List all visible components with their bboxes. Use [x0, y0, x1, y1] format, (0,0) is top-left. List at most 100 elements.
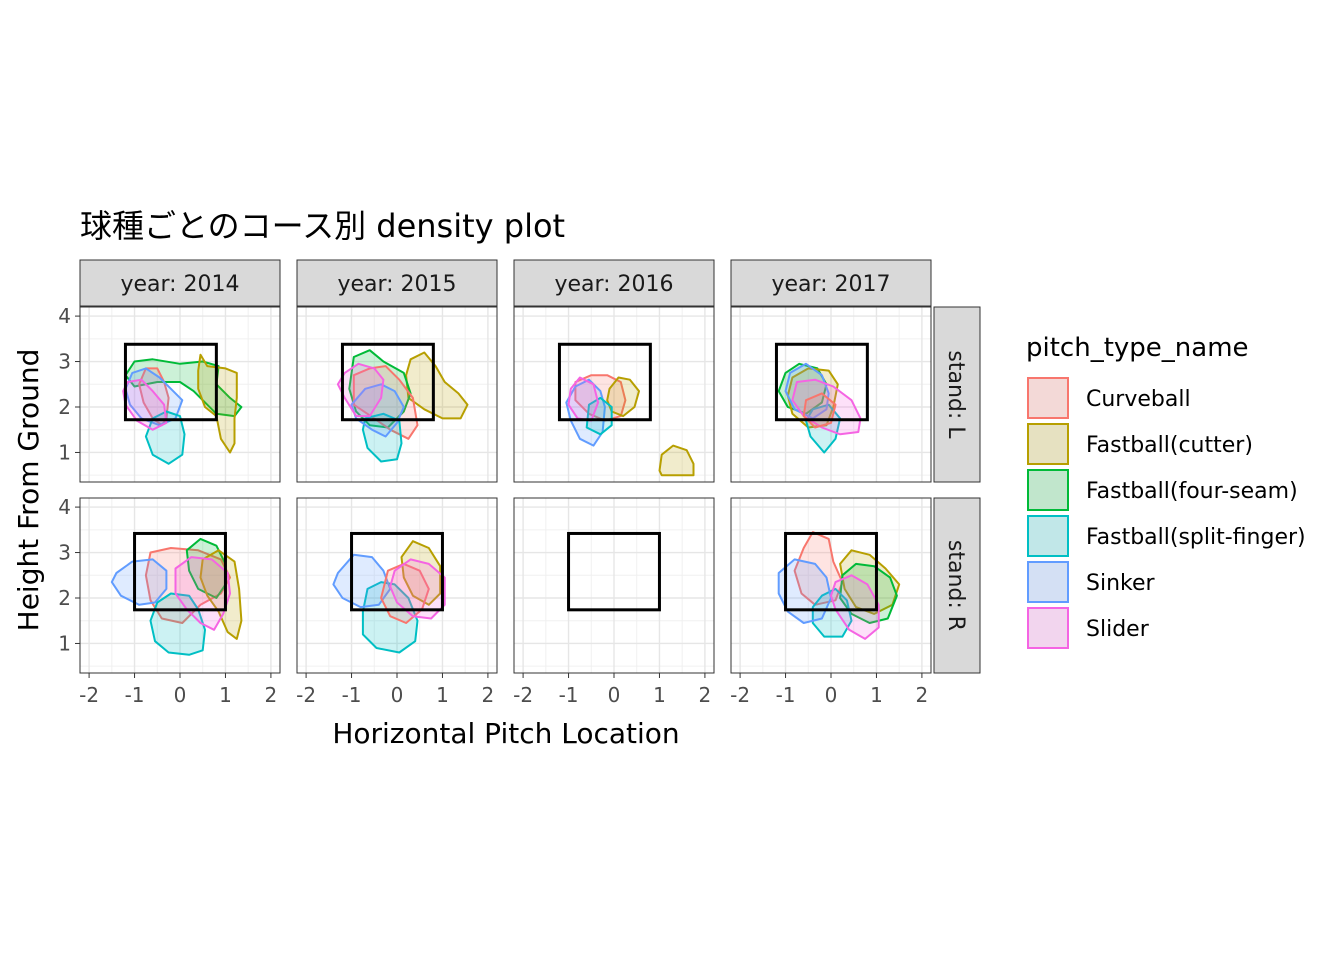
x-tick-label: -2	[513, 683, 533, 707]
contour-group	[122, 353, 243, 465]
legend-item-fastball-cutter: Fastball(cutter)	[1027, 423, 1253, 465]
legend-key-background	[1027, 423, 1069, 465]
chart-title: 球種ごとのコース別 density plot	[80, 207, 565, 245]
density-contour-sinker	[110, 558, 168, 606]
x-tick-label: -2	[730, 683, 750, 707]
legend-key-background	[1027, 607, 1069, 649]
strike-zone	[340, 342, 435, 422]
facet-strip-col-2	[296, 259, 498, 307]
legend-key-background	[1027, 469, 1069, 511]
density-contour-curveball	[138, 367, 170, 427]
density-contour-fastball-cutter	[658, 444, 695, 477]
x-tick-label: -1	[559, 683, 579, 707]
facet-strip-col-label-1: year: 2014	[120, 272, 239, 297]
y-tick-label: 2	[58, 586, 71, 610]
y-tick-label: 2	[58, 395, 71, 419]
facet-strip-col-label-3: year: 2016	[554, 272, 673, 297]
panel-r-3: -2 -1 0 1 2	[513, 497, 715, 707]
density-contour-sinker	[777, 558, 832, 624]
legend-key-background	[1027, 561, 1069, 603]
strike-zone	[784, 531, 878, 612]
facet-strip-row-label-1: stand: L	[943, 350, 968, 439]
legend-item-label: Slider	[1086, 617, 1150, 642]
density-contour-fastball-split-finger	[144, 410, 186, 465]
legend-item-label: Fastball(cutter)	[1086, 433, 1253, 458]
density-contour-slider	[830, 574, 880, 640]
legend-item-fastball-split-finger: Fastball(split-finger)	[1027, 515, 1306, 557]
legend-item-curveball: Curveball	[1027, 377, 1191, 419]
contour-group	[777, 531, 901, 640]
panel-l-2	[296, 306, 498, 483]
density-contour-slider	[567, 376, 600, 422]
legend-key-swatch	[1027, 469, 1069, 511]
density-contour-slider	[389, 558, 446, 620]
contour-group	[565, 374, 695, 477]
facet-strip-row-label-2: stand: R	[943, 540, 968, 631]
facet-strip-col-label-2: year: 2015	[337, 272, 456, 297]
panel-r-1: 1 2 3 4 -2 -1 0 1 2	[58, 495, 281, 707]
panel-border	[79, 306, 281, 483]
panel-r-4: -2 -1 0 1 2	[730, 497, 932, 707]
facet-strip-col-4	[730, 259, 932, 307]
density-contour-fastball-cutter	[405, 351, 469, 420]
x-tick-label: 0	[174, 683, 187, 707]
legend-key-background	[1027, 377, 1069, 419]
y-tick-label: 4	[58, 304, 71, 328]
density-contour-fastball-split-finger	[811, 587, 853, 638]
legend-key-swatch	[1027, 377, 1069, 419]
legend-item-label: Fastball(split-finger)	[1086, 525, 1306, 550]
x-tick-label: 2	[482, 683, 495, 707]
legend-key-swatch	[1027, 515, 1069, 557]
x-tick-label: -2	[79, 683, 99, 707]
contour-group	[110, 537, 243, 656]
panel-border	[730, 306, 932, 483]
y-tick-label: 1	[58, 631, 71, 655]
x-axis-label: Horizontal Pitch Location	[332, 717, 679, 750]
strike-zone	[350, 531, 444, 612]
density-contour-slider	[174, 556, 231, 631]
y-axis-label: Height From Ground	[12, 349, 45, 632]
legend-key-swatch	[1027, 561, 1069, 603]
density-contour-fastball-cutter	[199, 549, 243, 640]
strike-zone	[133, 531, 227, 612]
density-contour-sinker	[332, 553, 392, 609]
facet-strip-col-label-4: year: 2017	[771, 272, 890, 297]
panel-l-3	[513, 306, 715, 483]
legend: pitch_type_name Curveball Fastball(cutter…	[1026, 333, 1306, 649]
facet-strip-row-2	[933, 497, 981, 674]
legend-item-label: Curveball	[1086, 387, 1191, 412]
panel-border	[296, 306, 498, 483]
strike-zone	[123, 342, 218, 422]
x-tick-label: -1	[776, 683, 796, 707]
panel-l-1: 1 2 3 4	[58, 304, 281, 483]
legend-item-label: Fastball(four-seam)	[1086, 479, 1298, 504]
x-tick-label: -1	[125, 683, 145, 707]
strike-zone	[774, 342, 869, 422]
contour-group	[332, 540, 446, 654]
legend-item-fastball-four-seam: Fastball(four-seam)	[1027, 469, 1298, 511]
x-tick-label: 1	[653, 683, 666, 707]
legend-item-sinker: Sinker	[1027, 561, 1156, 603]
facet-strip-col-1	[79, 259, 281, 307]
y-tick-label: 3	[58, 350, 71, 374]
strike-zone	[567, 531, 661, 612]
panel-border	[513, 306, 715, 483]
x-tick-label: 2	[916, 683, 929, 707]
facet-panels: year: 2014 year: 2015 year: 2016 year: 2017…	[58, 259, 981, 707]
x-tick-label: 1	[870, 683, 883, 707]
legend-item-slider: Slider	[1027, 607, 1150, 649]
x-tick-label: 1	[219, 683, 232, 707]
legend-title: pitch_type_name	[1026, 333, 1249, 363]
legend-key-swatch	[1027, 423, 1069, 465]
y-tick-label: 4	[58, 495, 71, 519]
panel-r-2: -2 -1 0 1 2	[296, 497, 498, 707]
x-tick-label: -1	[342, 683, 362, 707]
legend-key-swatch	[1027, 607, 1069, 649]
x-tick-label: 1	[436, 683, 449, 707]
x-tick-label: 0	[825, 683, 838, 707]
x-tick-label: 2	[265, 683, 278, 707]
legend-key-background	[1027, 515, 1069, 557]
density-contour-fastball-split-finger	[361, 412, 403, 463]
